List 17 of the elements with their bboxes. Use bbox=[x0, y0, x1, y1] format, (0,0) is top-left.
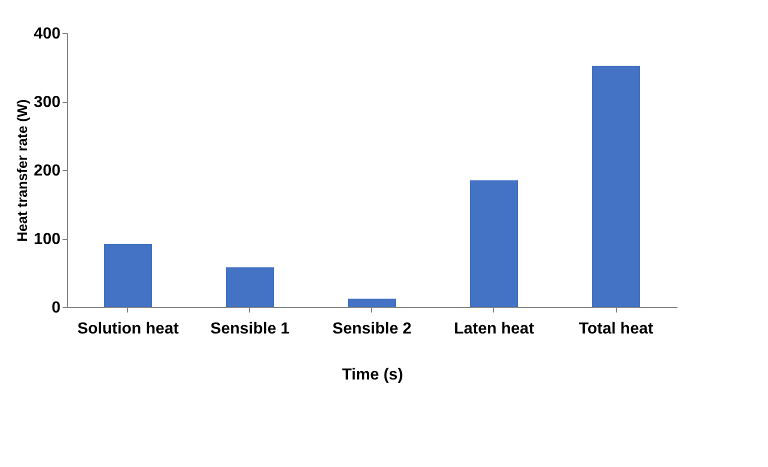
y-tick-label: 400 bbox=[34, 26, 61, 42]
x-axis-title: Time (s) bbox=[342, 366, 404, 384]
x-tick-label: Solution heat bbox=[77, 320, 180, 338]
x-tick-label: Laten heat bbox=[454, 320, 535, 338]
bar bbox=[226, 267, 274, 307]
x-tick-label: Sensible 2 bbox=[332, 320, 412, 338]
bar bbox=[470, 180, 518, 307]
bar bbox=[592, 66, 640, 307]
y-tick-label: 200 bbox=[34, 162, 61, 180]
y-axis-title: Heat transfer rate (W) bbox=[14, 99, 30, 242]
y-tick-label: 300 bbox=[34, 94, 61, 111]
bar bbox=[348, 298, 396, 307]
x-tick-label: Total heat bbox=[578, 320, 654, 338]
bar bbox=[104, 244, 152, 307]
y-tick-label: 100 bbox=[34, 231, 61, 248]
x-tick-label: Sensible 1 bbox=[210, 320, 290, 338]
y-tick-label: 0 bbox=[52, 300, 61, 316]
